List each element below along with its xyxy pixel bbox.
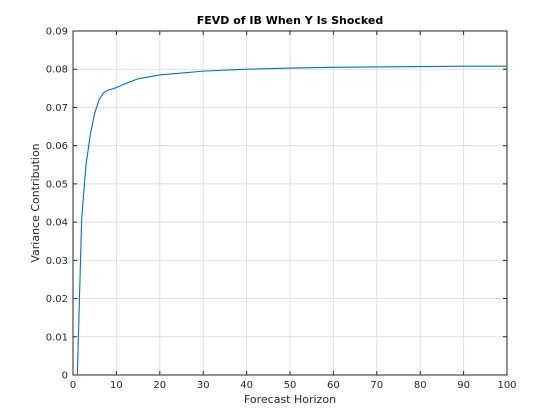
grid-lines (73, 31, 507, 375)
y-tick-label: 0.02 (46, 294, 68, 305)
y-tick-label: 0.05 (46, 179, 68, 190)
x-axis-label: Forecast Horizon (244, 393, 336, 406)
series-line (76, 65, 507, 376)
x-tick-label: 10 (110, 380, 123, 391)
y-tick-label: 0.07 (46, 103, 68, 114)
y-tick-label: 0.09 (46, 27, 68, 38)
x-tick-label: 80 (414, 380, 427, 391)
x-tick-label: 0 (70, 380, 76, 391)
y-tick-label: 0.01 (46, 332, 68, 343)
x-tick-label: 50 (284, 380, 297, 391)
y-tick-label: 0.06 (46, 141, 68, 152)
axis-ticks: 0 10 20 30 40 50 60 70 80 90 100 0 0.01 0.02 0.03 0.04 0… (46, 27, 517, 392)
x-tick-label: 90 (457, 380, 470, 391)
chart-title: FEVD of IB When Y Is Shocked (197, 14, 384, 27)
y-tick-label: 0.04 (46, 218, 68, 229)
y-axis-label: Variance Contribution (29, 143, 42, 262)
y-tick-label: 0 (62, 371, 68, 382)
series-layer (76, 65, 507, 376)
x-tick-label: 20 (153, 380, 166, 391)
x-tick-label: 30 (197, 380, 210, 391)
x-tick-label: 100 (497, 380, 516, 391)
x-tick-label: 70 (370, 380, 383, 391)
y-tick-label: 0.08 (46, 65, 68, 76)
x-tick-label: 40 (240, 380, 253, 391)
x-tick-label: 60 (327, 380, 340, 391)
y-tick-label: 0.03 (46, 256, 68, 267)
